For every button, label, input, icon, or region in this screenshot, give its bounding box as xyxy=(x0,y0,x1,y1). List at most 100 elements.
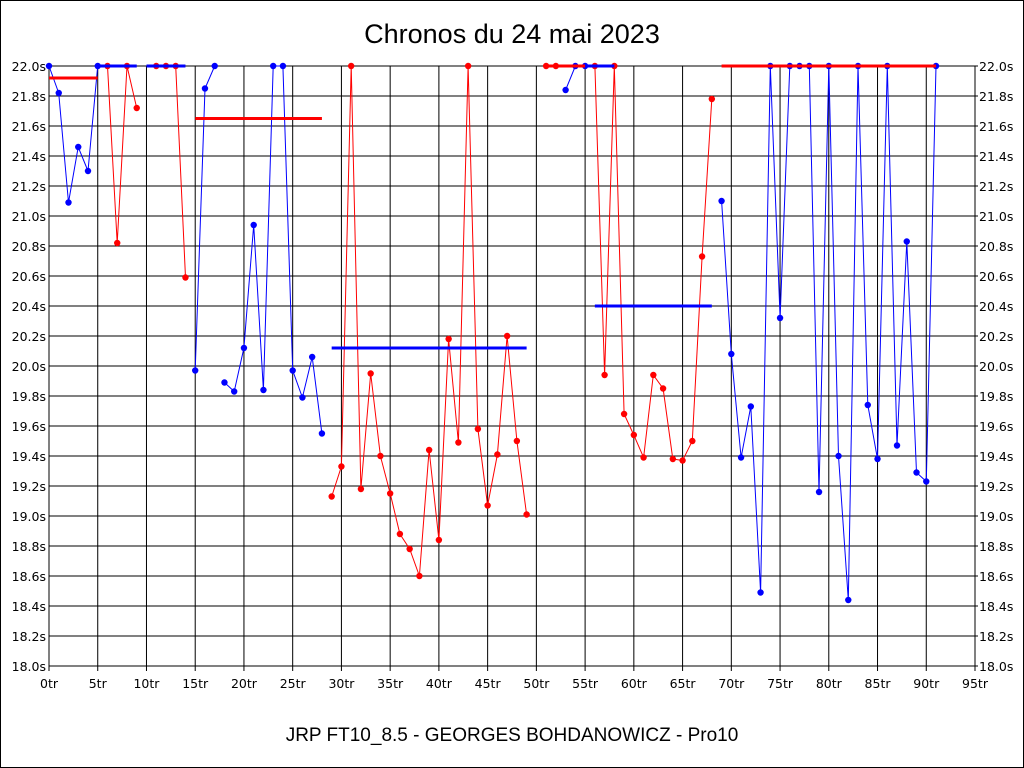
data-point-red xyxy=(406,545,413,553)
data-point-blue xyxy=(845,596,852,604)
y-tick-label-right: 19.6s xyxy=(979,419,1013,434)
x-tick-label: 85tr xyxy=(865,676,892,691)
y-tick-label-right: 19.8s xyxy=(979,389,1013,404)
series xyxy=(45,62,940,604)
y-tick-label-left: 19.0s xyxy=(12,509,46,524)
data-point-blue xyxy=(289,367,296,374)
data-point-blue xyxy=(913,469,920,476)
y-tick-label-left: 20.4s xyxy=(12,299,46,314)
data-point-red xyxy=(328,493,335,500)
data-point-blue xyxy=(318,430,326,437)
y-tick-label-left: 21.6s xyxy=(12,119,46,134)
data-point-red xyxy=(601,371,608,379)
data-point-red xyxy=(650,371,657,379)
x-tick-label: 75tr xyxy=(767,676,794,691)
data-point-blue xyxy=(240,344,248,352)
y-tick-label-left: 21.4s xyxy=(12,149,46,164)
data-point-blue xyxy=(874,455,881,463)
data-point-blue xyxy=(84,167,92,175)
y-tick-label-right: 21.2s xyxy=(979,179,1013,194)
data-point-red xyxy=(708,95,716,103)
x-tick-label: 60tr xyxy=(621,676,648,691)
data-point-red xyxy=(689,437,696,445)
data-point-blue xyxy=(279,62,287,70)
data-point-red xyxy=(630,431,638,439)
x-tick-label: 45tr xyxy=(475,676,502,691)
y-tick-label-left: 19.6s xyxy=(12,419,46,434)
series-line-red xyxy=(594,65,713,462)
data-point-red xyxy=(377,452,384,460)
x-tick-label: 40tr xyxy=(426,676,453,691)
series-line-blue xyxy=(194,65,216,371)
series-line-red xyxy=(107,65,138,244)
x-tick-label: 95tr xyxy=(962,676,989,691)
y-tick-label-left: 20.2s xyxy=(12,329,46,344)
y-tick-label-left: 19.2s xyxy=(12,479,46,494)
x-tick-label: 25tr xyxy=(280,676,307,691)
average-lines xyxy=(49,64,937,350)
y-tick-label-right: 22.0s xyxy=(979,59,1013,74)
data-point-red xyxy=(698,253,706,260)
y-tick-label-right: 18.0s xyxy=(979,659,1013,674)
x-tick-label: 80tr xyxy=(816,676,843,691)
y-tick-label-left: 18.0s xyxy=(12,659,46,674)
grid xyxy=(48,65,976,667)
series-line-blue xyxy=(224,65,323,434)
data-point-red xyxy=(396,530,404,538)
data-point-red xyxy=(338,463,345,470)
x-tick-label: 70tr xyxy=(718,676,745,691)
y-axis-ticks-left: 18.0s 18.2s 18.4s 18.6s 18.8s 19.0s 19.2s 19.4s… xyxy=(12,59,46,674)
data-point-blue xyxy=(923,478,930,485)
y-tick-label-right: 20.8s xyxy=(979,239,1013,254)
data-point-blue xyxy=(201,85,209,92)
x-tick-label: 30tr xyxy=(328,676,355,691)
data-point-blue xyxy=(864,401,871,409)
y-tick-label-right: 18.8s xyxy=(979,539,1013,554)
y-tick-label-left: 19.4s xyxy=(12,449,46,464)
data-point-blue xyxy=(75,143,82,151)
chart-footer: JRP FT10_8.5 - GEORGES BOHDANOWICZ - Pro… xyxy=(286,725,739,746)
data-point-red xyxy=(669,455,677,463)
data-point-red xyxy=(464,62,472,70)
data-point-blue xyxy=(269,62,277,70)
y-tick-label-right: 20.2s xyxy=(979,329,1013,344)
data-point-blue xyxy=(55,89,62,97)
data-point-red xyxy=(503,332,511,340)
y-tick-label-left: 18.4s xyxy=(12,599,46,614)
y-tick-label-right: 21.8s xyxy=(979,89,1013,104)
y-tick-label-right: 19.4s xyxy=(979,449,1013,464)
x-tick-label: 90tr xyxy=(913,676,940,691)
y-tick-label-right: 21.6s xyxy=(979,119,1013,134)
chart-title: Chronos du 24 mai 2023 xyxy=(364,19,660,49)
y-tick-label-left: 22.0s xyxy=(12,59,46,74)
data-point-blue xyxy=(231,388,238,395)
data-point-blue xyxy=(250,221,257,229)
data-point-blue xyxy=(192,367,199,374)
y-tick-label-right: 21.0s xyxy=(979,209,1013,224)
y-tick-label-right: 18.6s xyxy=(979,569,1013,584)
x-tick-label: 65tr xyxy=(670,676,697,691)
x-axis-ticks: 0tr 5tr 10tr 15tr 20tr 25tr 30tr 35tr 40tr 45tr 50… xyxy=(40,666,989,691)
y-tick-label-right: 18.2s xyxy=(979,629,1013,644)
y-tick-label-right: 19.0s xyxy=(979,509,1013,524)
y-tick-label-right: 18.4s xyxy=(979,599,1013,614)
y-tick-label-right: 19.2s xyxy=(979,479,1013,494)
x-tick-label: 50tr xyxy=(523,676,550,691)
data-point-red xyxy=(133,104,140,112)
y-tick-label-left: 21.0s xyxy=(12,209,46,224)
data-point-blue xyxy=(737,454,745,461)
data-point-red xyxy=(347,62,355,70)
data-point-red xyxy=(455,439,462,446)
y-tick-label-left: 19.8s xyxy=(12,389,46,404)
data-point-blue xyxy=(728,350,735,358)
data-point-blue xyxy=(718,197,725,205)
data-point-red xyxy=(494,451,501,458)
data-point-blue xyxy=(221,379,228,386)
data-point-red xyxy=(416,572,423,580)
data-point-blue xyxy=(308,353,316,361)
y-tick-label-right: 20.4s xyxy=(979,299,1013,314)
y-tick-label-right: 20.0s xyxy=(979,359,1013,374)
y-tick-label-left: 18.6s xyxy=(12,569,46,584)
data-point-red xyxy=(659,385,667,392)
data-point-red xyxy=(523,511,530,518)
